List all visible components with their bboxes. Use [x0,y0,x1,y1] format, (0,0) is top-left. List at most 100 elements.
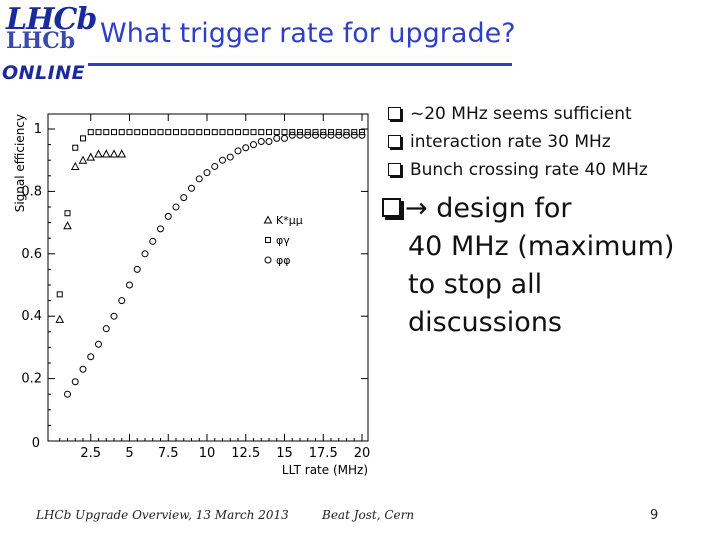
y-tick-label: 0.4 [21,309,42,324]
conclusion-block: → design for 40 MHz (maximum) to stop al… [382,190,674,342]
conclusion-line: → design for [382,190,674,228]
logo-lhcb-mirror-text: LHCb [6,28,76,54]
data-point [94,149,103,158]
data-point [165,129,172,136]
data-point [296,131,304,139]
data-point [250,129,257,136]
data-point [219,129,226,136]
data-point [351,129,358,136]
y-tick-label: 0.6 [21,247,42,262]
page-number: 9 [650,508,659,523]
y-tick-label: 0.8 [21,184,42,199]
data-point [297,129,303,136]
data-point [289,129,296,136]
data-point [196,129,203,136]
data-point [126,129,133,136]
checkbox-bullet-icon [382,198,401,217]
y-tick-label: 0.2 [21,372,42,387]
data-point [64,210,71,217]
data-point [149,129,156,136]
data-point [157,225,164,233]
data-point [118,297,126,305]
data-point [118,129,125,136]
data-point [72,144,79,151]
data-point [319,131,327,139]
data-point [258,129,265,136]
checkbox-bullet-icon [388,107,401,120]
y-axis-label: Signal efficiency [13,114,27,212]
x-tick-label: 20 [354,446,371,461]
data-point [188,129,195,136]
data-point [55,314,65,323]
x-tick-label: 10 [199,446,216,461]
legend-label: φφ [276,254,291,267]
chart-marks [55,129,366,398]
data-point [211,162,219,170]
data-point [134,129,141,136]
data-point [265,137,273,145]
data-point [211,129,218,136]
series-triangle [55,149,127,323]
data-point [110,312,118,320]
data-point [71,378,79,386]
x-tick-label: 2.5 [80,446,101,461]
x-tick-label: 12.5 [231,446,260,461]
data-point [304,129,311,136]
data-point [234,147,242,155]
conclusion-line: discussions [408,307,562,338]
data-point [86,152,96,161]
bullet-list: ~20 MHz seems sufficient interaction rat… [388,100,648,184]
data-point [164,212,172,220]
conclusion-line: 40 MHz (maximum) [408,231,675,262]
title-underline [88,63,512,66]
data-point [328,129,334,136]
data-point [250,141,257,149]
x-tick-label: 7.5 [158,446,179,461]
data-point [226,153,234,161]
legend-label: φγ [276,234,290,247]
data-point [64,390,71,398]
x-axis-label: LLT rate (MHz) [282,463,368,477]
data-point [227,129,234,136]
data-point [203,169,211,177]
data-point [180,194,188,202]
data-point [133,265,141,273]
logo-online-text: ONLINE [2,62,86,84]
data-point [288,131,296,139]
data-point [257,137,265,145]
bullet-item: ~20 MHz seems sufficient [388,100,648,128]
data-point [111,129,117,136]
bullet-text: Bunch crossing rate 40 MHz [410,160,648,180]
data-point [126,281,133,289]
data-point [281,134,288,142]
data-point [180,129,187,136]
plot-frame [47,113,369,442]
data-point [219,156,226,164]
bullet-text: ~20 MHz seems sufficient [410,104,632,124]
y-tick-label: 0 [32,436,40,451]
footer-presentation-info: LHCb Upgrade Overview, 13 March 2013 [36,508,289,522]
data-point [195,175,203,183]
data-point [56,291,63,298]
data-point [87,129,94,136]
data-point [87,353,95,361]
data-point [343,129,350,136]
conclusion-text: design for [436,193,572,224]
data-point [273,134,281,142]
chart-axes: 2.5 5 7.5 10 12.5 15 17.5 20 0 0.2 0.4 0.6 0.8 1 LLT r… [13,113,371,477]
data-point [343,131,350,139]
series-circle [64,131,366,398]
arrow-icon: → [405,193,428,224]
conclusion-line: to stop all [408,269,543,300]
data-point [101,149,111,158]
data-point [312,131,319,139]
x-tick-label: 17.5 [309,446,338,461]
footer-author: Beat Jost, Cern [322,508,415,522]
data-point [335,129,342,136]
checkbox-bullet-icon [388,135,401,148]
data-point [350,131,358,139]
data-point [242,129,249,136]
data-point [304,131,312,139]
data-point [103,129,110,136]
data-point [358,131,366,139]
